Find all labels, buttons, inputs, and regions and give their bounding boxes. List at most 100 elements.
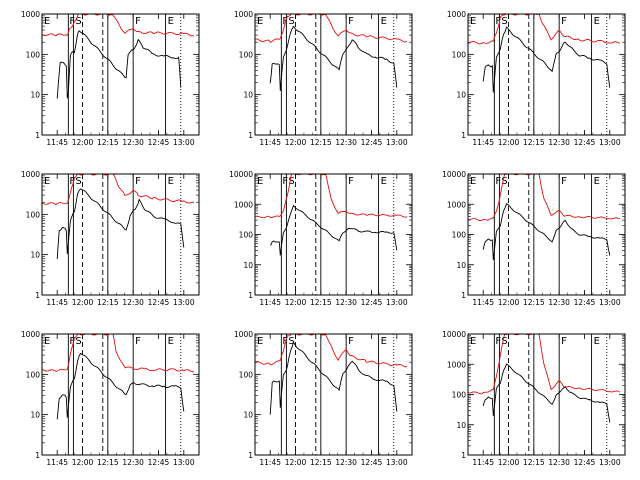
x-tick-label: 12:00 <box>72 458 94 467</box>
x-tick-label: 11:45 <box>472 458 494 467</box>
y-tick-label: 1 <box>461 451 466 460</box>
x-tick-label: 13:00 <box>386 138 408 147</box>
x-tick-label: 12:15 <box>523 298 545 307</box>
y-tick-label: 1 <box>35 131 40 140</box>
y-tick-label: 10 <box>30 91 40 100</box>
plot-frame <box>254 173 413 296</box>
region-label: E <box>381 176 387 187</box>
lld-series-line <box>255 14 408 43</box>
y-tick-label: 100 <box>239 231 254 240</box>
panel-det-5: 1 10 100 1000 10000 11:45 12:00 12:15 12:30 12:45… <box>229 170 413 307</box>
region-label: E <box>470 16 476 27</box>
x-tick-label: 12:00 <box>285 458 307 467</box>
lld-series-line <box>42 334 195 373</box>
region-label: S <box>288 336 294 347</box>
y-tick-label: 1000 <box>21 170 40 179</box>
region-label: S <box>288 16 294 27</box>
lld-series-line <box>468 14 620 45</box>
x-tick-label: 12:00 <box>72 138 94 147</box>
x-tick-label: 12:45 <box>148 298 170 307</box>
region-label: S <box>288 176 294 187</box>
plot-frame <box>467 333 626 456</box>
y-tick-label: 10000 <box>229 170 253 179</box>
region-label: E <box>168 176 174 187</box>
events-series-line <box>56 352 185 420</box>
panel-det-9: 1 10 100 1000 10000 11:45 12:00 12:15 12:30 12:45… <box>442 330 626 467</box>
y-tick-label: 1000 <box>447 200 466 209</box>
region-label: S <box>501 16 507 27</box>
y-tick-label: 10 <box>243 91 253 100</box>
events-series-line <box>56 188 185 260</box>
x-tick-label: 12:15 <box>97 138 119 147</box>
x-tick-label: 12:45 <box>574 458 596 467</box>
y-tick-label: 100 <box>452 50 467 59</box>
region-label: E <box>594 16 600 27</box>
x-tick-label: 12:00 <box>285 298 307 307</box>
x-tick-label: 11:45 <box>46 458 68 467</box>
region-label: E <box>257 336 263 347</box>
region-label: S <box>501 176 507 187</box>
y-tick-label: 10000 <box>442 330 466 339</box>
events-series-line <box>482 363 611 423</box>
x-tick-label: 11:45 <box>472 298 494 307</box>
plot-frame <box>467 173 626 296</box>
region-label: F <box>135 336 141 347</box>
panel-det-1: 1 10 100 1000 11:45 12:00 12:15 12:30 12:45 13:00… <box>21 10 200 147</box>
region-label: F <box>561 336 567 347</box>
region-label: E <box>257 16 263 27</box>
lld-series-line <box>468 174 621 222</box>
x-tick-label: 11:45 <box>46 298 68 307</box>
y-tick-label: 100 <box>452 391 467 400</box>
panel-det-3: 1 10 100 1000 11:45 12:00 12:15 12:30 12:45 13:00… <box>447 10 626 147</box>
region-label: F <box>69 176 75 187</box>
events-series-line <box>269 25 398 92</box>
y-tick-label: 1000 <box>21 10 40 19</box>
y-tick-label: 1 <box>248 291 253 300</box>
region-label: F <box>495 16 501 27</box>
x-tick-label: 12:15 <box>310 138 332 147</box>
region-label: S <box>75 16 81 27</box>
y-tick-label: 10 <box>30 251 40 260</box>
panel-det-2: 1 10 100 1000 11:45 12:00 12:15 12:30 12:45 13:00… <box>234 10 413 147</box>
events-series-line <box>56 30 182 99</box>
x-tick-label: 12:30 <box>122 458 144 467</box>
lld-series-line <box>255 334 408 368</box>
region-label: E <box>381 16 387 27</box>
region-label: F <box>561 16 567 27</box>
panel-det-8: 1 10 100 1000 11:45 12:00 12:15 12:30 12:45 13:00… <box>234 330 413 467</box>
region-label: F <box>282 176 288 187</box>
x-tick-label: 12:00 <box>285 138 307 147</box>
lld-series-line <box>42 174 195 206</box>
region-label: E <box>381 336 387 347</box>
x-tick-label: 13:00 <box>386 298 408 307</box>
region-label: E <box>257 176 263 187</box>
x-tick-label: 12:45 <box>148 458 170 467</box>
region-label: F <box>561 176 567 187</box>
x-tick-label: 12:45 <box>574 138 596 147</box>
plot-frame <box>254 333 413 456</box>
x-tick-label: 12:30 <box>335 138 357 147</box>
x-tick-label: 11:45 <box>472 138 494 147</box>
region-label: S <box>75 336 81 347</box>
region-label: F <box>135 176 141 187</box>
region-label: F <box>69 336 75 347</box>
panel-det-7: 1 10 100 1000 11:45 12:00 12:15 12:30 12:45 13:00… <box>21 330 200 467</box>
x-tick-label: 12:45 <box>361 298 383 307</box>
x-tick-label: 13:00 <box>173 458 195 467</box>
events-series-line <box>482 26 611 93</box>
y-tick-label: 100 <box>452 231 467 240</box>
y-tick-label: 1 <box>461 291 466 300</box>
x-tick-label: 13:00 <box>599 458 621 467</box>
x-tick-label: 11:45 <box>259 138 281 147</box>
y-tick-label: 10 <box>243 411 253 420</box>
region-label: E <box>44 176 50 187</box>
x-tick-label: 12:45 <box>574 298 596 307</box>
y-tick-label: 10 <box>456 261 466 270</box>
x-tick-label: 11:45 <box>259 458 281 467</box>
y-tick-label: 1 <box>248 451 253 460</box>
y-tick-label: 1 <box>248 131 253 140</box>
region-label: E <box>594 176 600 187</box>
region-label: F <box>495 176 501 187</box>
y-tick-label: 1000 <box>234 330 253 339</box>
